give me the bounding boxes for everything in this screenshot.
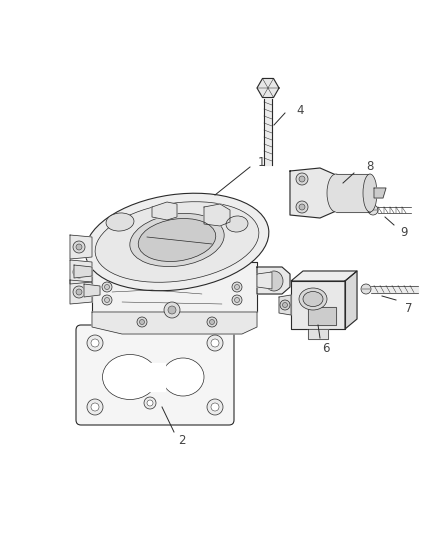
Text: 7: 7: [405, 302, 413, 314]
Polygon shape: [371, 286, 418, 293]
Polygon shape: [74, 265, 92, 278]
Polygon shape: [345, 271, 357, 329]
Circle shape: [76, 289, 82, 295]
Polygon shape: [257, 78, 279, 98]
Polygon shape: [374, 188, 386, 198]
Circle shape: [299, 204, 305, 210]
Polygon shape: [92, 262, 257, 312]
Ellipse shape: [162, 358, 204, 396]
Circle shape: [207, 399, 223, 415]
Circle shape: [296, 201, 308, 213]
Ellipse shape: [363, 174, 377, 212]
Polygon shape: [143, 363, 165, 391]
Polygon shape: [70, 235, 92, 259]
Polygon shape: [84, 284, 100, 297]
Circle shape: [234, 297, 240, 303]
Circle shape: [232, 282, 242, 292]
Circle shape: [211, 339, 219, 347]
Polygon shape: [291, 281, 345, 329]
Circle shape: [73, 286, 85, 298]
FancyBboxPatch shape: [76, 325, 234, 425]
Ellipse shape: [327, 174, 345, 212]
Polygon shape: [264, 99, 272, 165]
Polygon shape: [92, 312, 257, 334]
Circle shape: [102, 295, 112, 305]
Circle shape: [209, 319, 215, 325]
Circle shape: [102, 282, 112, 292]
Circle shape: [211, 403, 219, 411]
Circle shape: [164, 302, 180, 318]
Circle shape: [296, 173, 308, 185]
Circle shape: [139, 319, 145, 325]
Polygon shape: [257, 272, 272, 289]
Circle shape: [280, 300, 290, 310]
Text: 2: 2: [178, 433, 186, 447]
Ellipse shape: [299, 288, 327, 310]
Polygon shape: [70, 260, 92, 284]
Circle shape: [232, 295, 242, 305]
Circle shape: [73, 266, 85, 278]
Circle shape: [87, 335, 103, 351]
Polygon shape: [308, 329, 328, 339]
Ellipse shape: [368, 205, 378, 215]
Circle shape: [299, 176, 305, 182]
Polygon shape: [336, 174, 370, 212]
Text: 9: 9: [400, 225, 407, 238]
Circle shape: [144, 397, 156, 409]
Circle shape: [137, 317, 147, 327]
Ellipse shape: [303, 292, 323, 306]
Polygon shape: [290, 168, 336, 218]
Polygon shape: [152, 202, 177, 220]
Ellipse shape: [265, 271, 283, 291]
Circle shape: [73, 241, 85, 253]
Ellipse shape: [85, 193, 269, 291]
Polygon shape: [257, 267, 290, 294]
Polygon shape: [204, 204, 230, 226]
Text: 6: 6: [322, 342, 329, 354]
Circle shape: [76, 244, 82, 250]
Circle shape: [147, 400, 153, 406]
Ellipse shape: [106, 213, 134, 231]
Polygon shape: [279, 295, 291, 315]
Circle shape: [234, 285, 240, 289]
Circle shape: [76, 269, 82, 275]
Ellipse shape: [102, 354, 158, 400]
Circle shape: [105, 297, 110, 303]
Circle shape: [168, 306, 176, 314]
Text: 4: 4: [296, 103, 304, 117]
Text: 8: 8: [366, 159, 373, 173]
Circle shape: [105, 285, 110, 289]
Circle shape: [207, 317, 217, 327]
Polygon shape: [308, 307, 336, 325]
Text: 1: 1: [258, 157, 265, 169]
Circle shape: [87, 399, 103, 415]
Circle shape: [283, 303, 287, 308]
Circle shape: [91, 339, 99, 347]
Ellipse shape: [361, 284, 371, 294]
Polygon shape: [291, 271, 357, 281]
Circle shape: [207, 335, 223, 351]
Ellipse shape: [226, 216, 248, 232]
Ellipse shape: [130, 213, 224, 266]
Circle shape: [91, 403, 99, 411]
Ellipse shape: [138, 219, 216, 262]
Ellipse shape: [95, 201, 259, 282]
Polygon shape: [70, 280, 92, 304]
